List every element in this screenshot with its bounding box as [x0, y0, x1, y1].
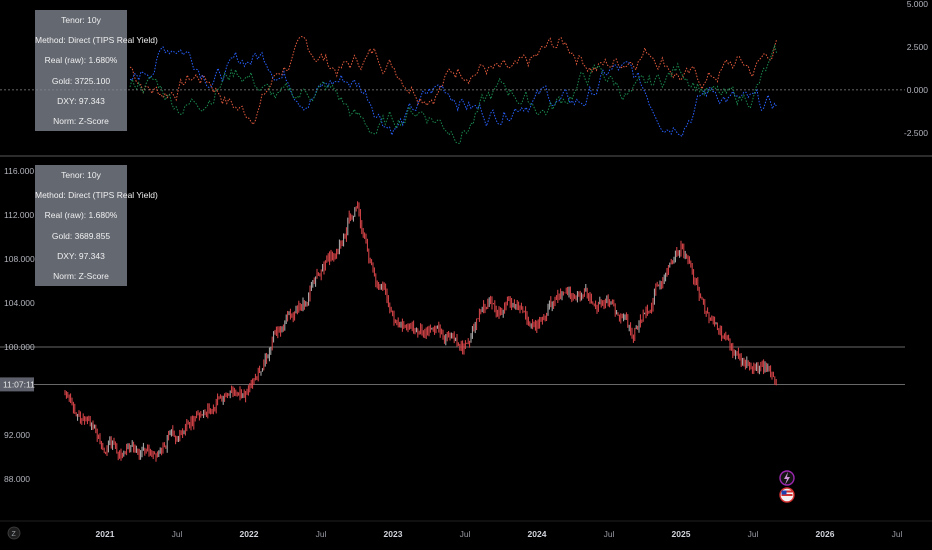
info-gold: Gold: 3689.855 — [51, 230, 111, 241]
time-tick-label: Jul — [748, 529, 759, 539]
time-tick-label: Jul — [604, 529, 615, 539]
info-dxy: DXY: 97.343 — [57, 95, 105, 106]
osc-y-tick: 5.000 — [907, 0, 929, 9]
time-tick-label: Jul — [460, 529, 471, 539]
osc-y-tick: 2.500 — [907, 42, 929, 52]
time-tick-label: Jul — [892, 529, 903, 539]
us-flag-event-icon — [779, 487, 795, 503]
price-y-tick: 116.000 — [4, 166, 34, 176]
info-real: Real (raw): 1.680% — [44, 55, 118, 66]
event-icons: Z — [7, 470, 795, 540]
oscillator-info-panel: Tenor: 10y Method: Direct (TIPS Real Yie… — [35, 10, 158, 132]
candles — [64, 201, 777, 462]
info-gold: Gold: 3725.100 — [51, 75, 111, 86]
price-y-tick: 112.000 — [4, 210, 34, 220]
time-tick-label: 2022 — [240, 529, 259, 539]
info-method: Method: Direct (TIPS Real Yield) — [35, 190, 158, 201]
price-y-tick: 92.000 — [4, 430, 30, 440]
zscore-real-series — [129, 35, 778, 126]
time-tick-label: 2024 — [528, 529, 547, 539]
price-info-panel: Tenor: 10y Method: Direct (TIPS Real Yie… — [35, 165, 158, 287]
zscore-gold-series — [129, 46, 778, 138]
info-dxy: DXY: 97.343 — [57, 250, 105, 261]
time-tick-label: 2025 — [672, 529, 691, 539]
time-tick-label: 2026 — [816, 529, 835, 539]
zscore-dxy-series — [129, 44, 778, 144]
info-norm: Norm: Z-Score — [53, 116, 109, 127]
info-tenor: Tenor: 10y — [61, 15, 101, 25]
info-norm: Norm: Z-Score — [53, 271, 109, 282]
osc-y-tick: 0.000 — [907, 85, 929, 95]
price-y-tick: 108.000 — [4, 254, 35, 264]
time-tick-label: Jul — [316, 529, 327, 539]
price-y-tick: 104.000 — [4, 298, 35, 308]
price-tag-box — [0, 377, 34, 392]
svg-text:Z: Z — [12, 531, 17, 538]
price-tag-label: 11:07:11 — [3, 379, 35, 389]
price-y-tick: 88.000 — [4, 474, 30, 484]
price-y-tick: 100.000 — [4, 342, 35, 352]
tradingview-logo-icon: Z — [7, 526, 21, 540]
time-tick-label: Jul — [172, 529, 183, 539]
info-real: Real (raw): 1.680% — [44, 210, 118, 221]
time-tick-label: 2021 — [96, 529, 115, 539]
lightning-event-icon — [779, 470, 795, 486]
oscillator-panel: 5.000 2.500 0.000 -2.500 — [0, 0, 929, 144]
info-method: Method: Direct (TIPS Real Yield) — [35, 35, 158, 46]
time-tick-label: 2023 — [384, 529, 403, 539]
info-tenor: Tenor: 10y — [61, 170, 101, 180]
time-axis: 2021 Jul 2022 Jul 2023 Jul 2024 Jul 2025 Jul 2026 J… — [0, 520, 932, 539]
osc-y-tick: -2.500 — [904, 128, 928, 138]
price-panel: 116.000 112.000 108.000 104.000 100.000 92.00… — [0, 166, 905, 484]
